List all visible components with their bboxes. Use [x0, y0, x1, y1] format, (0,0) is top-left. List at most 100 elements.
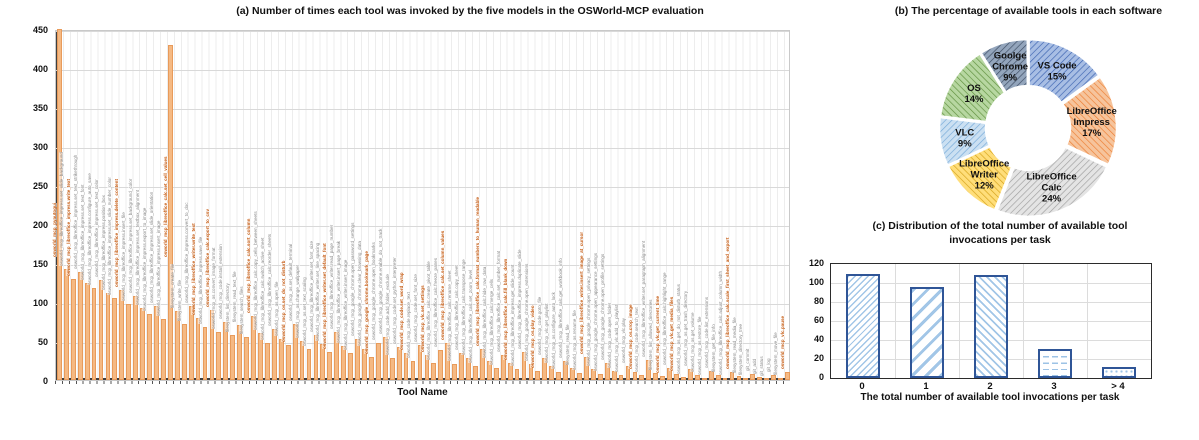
chart-c-vgridline: [1023, 264, 1024, 378]
chart-a-bar: [722, 378, 728, 380]
chart-a-bar-label: git_log: [766, 358, 772, 373]
chart-a-bar-label: osworld_mcp_libreoffice_writer.write_tex…: [190, 222, 196, 315]
chart-a-bar: [327, 351, 333, 380]
chart-a-bar: [98, 280, 104, 380]
chart-a-bar: [258, 333, 263, 380]
chart-c-y-tick-label: 40: [813, 334, 824, 344]
chart-a-bar-label: osworld_mcp_libreoffice_calc.rename_shee…: [447, 270, 453, 362]
chart-a-bar: [785, 372, 790, 380]
chart-a-bar-label: osworld_mcp_libreoffice_calc.format_numb…: [474, 196, 480, 346]
chart-a-bar: [84, 282, 90, 380]
chart-a-y-tick-label: 150: [32, 259, 48, 269]
chart-c-y-tick-label: 20: [813, 353, 824, 363]
chart-a-bar-label: osworld_mcp_code.set_word_wrap: [398, 272, 404, 350]
chart-a-bar: [577, 372, 582, 380]
chart-c-vgridline: [959, 264, 960, 378]
chart-a-bar: [161, 319, 166, 380]
chart-a-bar: [271, 329, 277, 380]
chart-a-bar: [167, 44, 173, 380]
chart-a-bar: [452, 364, 458, 380]
chart-a-bar-label: osworld_mcp_google_chrome.open_password_…: [350, 223, 356, 337]
chart-a-y-tick-label: 0: [42, 376, 48, 386]
chart-a-bar: [313, 334, 319, 380]
donut-slice: [1028, 39, 1100, 104]
chart-a-bar-label: filesystem_search_files: [239, 286, 245, 335]
chart-a-bar-label: osworld_mcp_google_chrome.clear_browsing…: [357, 240, 363, 346]
chart-a-bar: [369, 356, 374, 380]
donut-slice-label: VS Code 15%: [1038, 60, 1077, 82]
chart-a-bar-label: osworld_mcp_os.rename_file: [572, 310, 578, 370]
chart-a-bar-label: filesystem_write_file: [176, 279, 182, 321]
chart-a-bar: [278, 339, 284, 380]
chart-a-bar: [750, 373, 756, 380]
chart-a-bar-label: osworld_mcp_libreoffice_impress.insert_f…: [121, 211, 127, 301]
chart-a-bar-label: osworld_mcp_libreoffice_impress.set_text…: [135, 190, 141, 306]
donut-slice-label: LibreOffice Calc 24%: [1026, 172, 1076, 205]
chart-a-y-tick-label: 50: [37, 337, 48, 347]
chart-c-y-tick-label: 0: [818, 372, 824, 382]
chart-a-bar-label: osworld_mcp_google_chrome.enable_do_not_…: [377, 228, 383, 335]
chart-a-bar-label: filesystem_list_allowed_directories: [648, 299, 654, 370]
chart-a-bar-label: osworld_mcp_vlc.pause: [780, 316, 786, 370]
chart-a-bar: [202, 326, 208, 380]
donut-chart: VS Code 15% LibreOffice Impress 17% LibreOffi…: [938, 38, 1118, 218]
chart-a-bar-label: filesystem_create_file: [169, 264, 175, 309]
chart-a-bar: [299, 341, 305, 380]
donut-slice-label: Goolge Chrome 9%: [992, 51, 1028, 84]
donut-slice: [947, 145, 1013, 211]
chart-a-bar-label: osworld_mcp_vlc.play: [620, 318, 626, 363]
chart-a-bar-label: osworld_mcp_libreoffice_impress.set_text…: [79, 184, 85, 280]
chart-a-bar: [736, 376, 742, 380]
chart-a-bar: [757, 376, 763, 380]
chart-a-bar-label: osworld_mcp_os.crop_image: [627, 304, 633, 370]
chart-a-bar-label: osworld_mcp_libreoffice_calc.fill_blank_…: [502, 258, 508, 360]
donut-slice: [1061, 76, 1118, 166]
chart-a-bar-label: osworld_mcp_os.get_do_not_disturb_status: [676, 284, 682, 374]
chart-a-bar-label: osworld_mcp_os.restore_file: [696, 316, 702, 375]
chart-a-bar-label: osworld_mcp_vlc.add_to_playlist: [613, 304, 619, 372]
chart-c-x-tick-label: 3: [1051, 381, 1057, 392]
chart-c-x-tick-label: > 4: [1111, 381, 1125, 392]
chart-a-bar-label: osworld_mcp_code.set_font_size: [412, 273, 418, 342]
donut-slice: [980, 38, 1029, 93]
chart-a-bar-label: osworld_mcp_libreoffice_calc.sort_column: [246, 218, 252, 314]
chart-a-bar-label: osworld_mcp_libreoffice_writer.set_font_…: [308, 240, 314, 332]
chart-c-bar: [846, 273, 880, 378]
chart-a-bar-label: osworld_mcp_libreoffice_calc.copy_sheet: [454, 265, 460, 350]
chart-c-y-tick-label: 80: [813, 296, 824, 306]
chart-a-bar-label: osworld_mcp_code.open_folder: [606, 302, 612, 368]
chart-a-bar: [77, 272, 83, 380]
chart-a-bar-label: osworld_mcp_libreoffice_calc.set_cell_va…: [162, 156, 168, 257]
chart-c-y-tick-label: 100: [808, 277, 824, 287]
chart-a-y-tick-label: 350: [32, 103, 48, 113]
chart-a-bar: [681, 376, 686, 380]
donut-slice: [939, 53, 1006, 123]
chart-a-bar-label: osworld_mcp_libreoffice_calc.hide_row_da…: [481, 266, 487, 358]
chart-a-bar: [195, 317, 201, 380]
chart-a-bar-label: osworld_mcp_libreoffice_writer.insert_im…: [578, 231, 584, 354]
chart-a-bar-label: osworld_mcp_libreoffice_calc.set_number_…: [495, 251, 501, 353]
chart-a-bar-label: osworld_mcp_libreoffice_writer.set_defau…: [322, 243, 328, 349]
chart-a-bar: [126, 303, 132, 380]
chart-c-x-label: The total number of available tool invoc…: [860, 392, 1120, 403]
chart-a-gridline: [56, 109, 789, 110]
chart-a-bar-label: osworld_mcp_libreoffice_calc.merge_cells: [488, 278, 494, 365]
chart-a-bar-label: osworld_mcp_google_chrome.bookmark_page: [364, 250, 370, 354]
chart-a-bar: [611, 370, 617, 380]
chart-a-bar-label: osworld_mcp_libreoffice_calc.set_column_…: [440, 230, 446, 340]
chart-a-bar: [70, 278, 76, 380]
chart-a-gridline: [56, 226, 789, 227]
chart-a-bar: [639, 375, 645, 380]
chart-a-bar-label: osworld_mcp_code.list_extensions: [703, 296, 709, 368]
chart-c-title-line2: invocations per task: [949, 234, 1051, 246]
chart-a-bar-label: osworld_mcp_vlc.get_playlist: [544, 303, 550, 363]
chart-a-bar-label: osworld_mcp_libreoffice_impress.save_fil…: [197, 236, 203, 324]
chart-a-bar-label: osworld_mcp_code.add_folder_exclude: [384, 274, 390, 356]
chart-a-bar-label: osworld_mcp_pyautogui: [52, 202, 57, 257]
chart-a-bar: [341, 345, 347, 380]
chart-a-plot-area: osworld_mcp_pyautogui osworld_mcp_libreof…: [52, 29, 790, 381]
chart-a-bar: [514, 369, 520, 380]
chart-a-bar-label: osworld_mcp_os.change_wallpaper: [294, 264, 300, 338]
chart-a-bar-label: osworld_mcp_google_chrome.open_extension…: [523, 264, 529, 362]
chart-a-bar-label: osworld_mcp_google_chrome.open_bookmarks: [370, 241, 376, 340]
